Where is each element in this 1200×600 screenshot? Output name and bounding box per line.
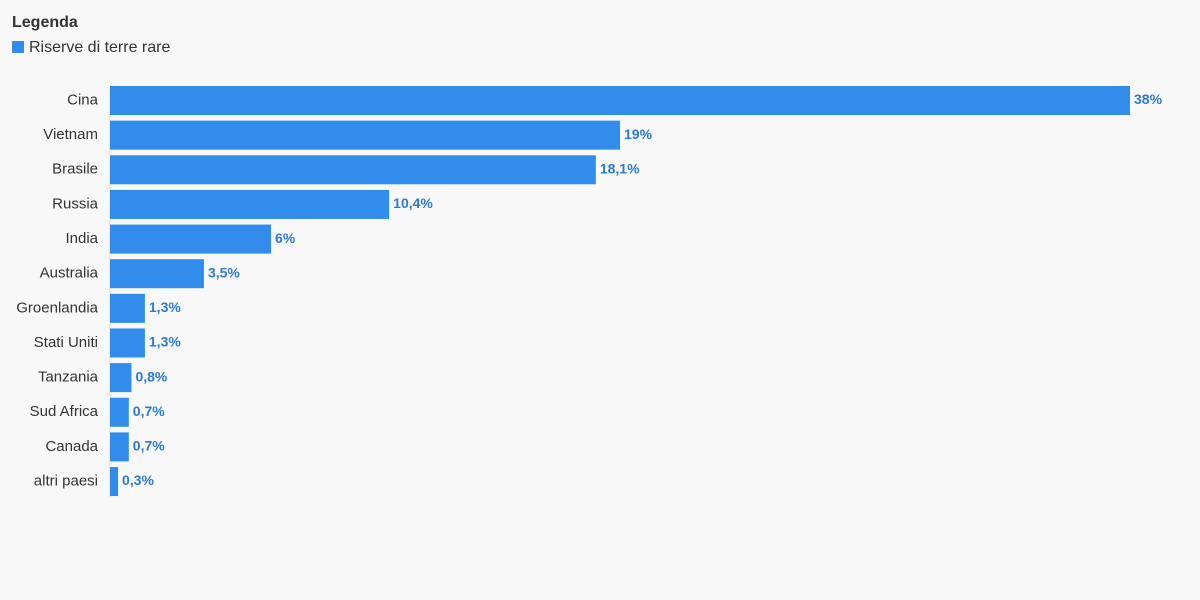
category-label: Brasile [52, 161, 98, 178]
bar [110, 259, 204, 289]
value-label: 19% [624, 126, 653, 142]
category-label: Sud Africa [30, 403, 99, 420]
legend-title: Legenda [12, 14, 78, 31]
bar [110, 86, 1130, 115]
legend-label: Riserve di terre rare [29, 39, 170, 56]
bar [110, 328, 145, 358]
value-label: 0,8% [135, 368, 167, 384]
bar [110, 293, 145, 323]
value-label: 18,1% [600, 160, 640, 176]
category-label: Cina [67, 91, 99, 108]
bar [110, 120, 620, 150]
bar [110, 432, 129, 462]
value-label: 0,3% [122, 472, 154, 488]
value-label: 1,3% [149, 334, 181, 350]
value-label: 0,7% [133, 438, 165, 454]
category-label: Groenlandia [16, 299, 98, 316]
category-label: Canada [45, 438, 98, 455]
category-label: Russia [52, 195, 99, 212]
value-label: 38% [1134, 91, 1163, 107]
bar [110, 155, 596, 185]
bar [110, 467, 119, 497]
bar [110, 363, 132, 393]
category-label: Australia [40, 265, 99, 282]
legend-swatch [12, 41, 24, 53]
category-label: Stati Uniti [34, 334, 98, 351]
value-label: 0,7% [133, 403, 165, 419]
value-label: 3,5% [208, 264, 240, 280]
value-label: 1,3% [149, 299, 181, 315]
bar [110, 224, 272, 254]
category-label: India [65, 230, 98, 247]
category-label: Tanzania [38, 369, 99, 386]
category-label: Vietnam [43, 126, 98, 143]
category-label: altri paesi [34, 473, 98, 490]
bar [110, 189, 390, 219]
value-label: 10,4% [393, 195, 433, 211]
value-label: 6% [275, 230, 296, 246]
bar [110, 397, 129, 427]
